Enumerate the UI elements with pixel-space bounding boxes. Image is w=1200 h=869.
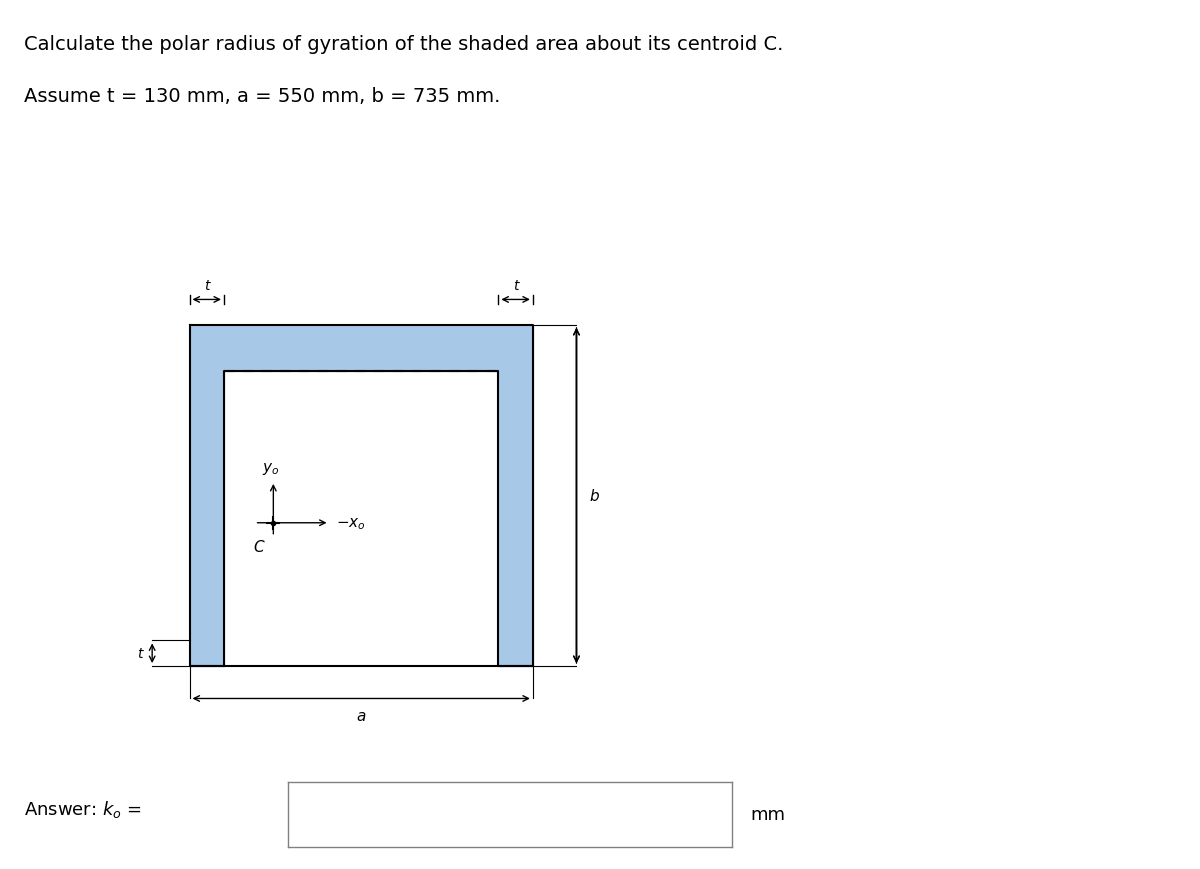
Text: $y_o$: $y_o$ bbox=[262, 461, 278, 477]
Text: $-x_o$: $-x_o$ bbox=[336, 515, 366, 531]
Text: t: t bbox=[512, 279, 518, 293]
Text: t: t bbox=[204, 279, 210, 293]
Text: Answer: $k_o$ =: Answer: $k_o$ = bbox=[24, 798, 142, 819]
Text: i: i bbox=[258, 806, 264, 824]
Text: mm: mm bbox=[750, 806, 785, 823]
Text: b: b bbox=[589, 488, 599, 503]
Text: a: a bbox=[356, 708, 366, 723]
Text: C: C bbox=[253, 540, 264, 554]
Polygon shape bbox=[190, 326, 533, 667]
Text: t: t bbox=[137, 647, 143, 660]
Text: Assume t = 130 mm, a = 550 mm, b = 735 mm.: Assume t = 130 mm, a = 550 mm, b = 735 m… bbox=[24, 87, 500, 106]
Text: Calculate the polar radius of gyration of the shaded area about its centroid C.: Calculate the polar radius of gyration o… bbox=[24, 35, 784, 54]
